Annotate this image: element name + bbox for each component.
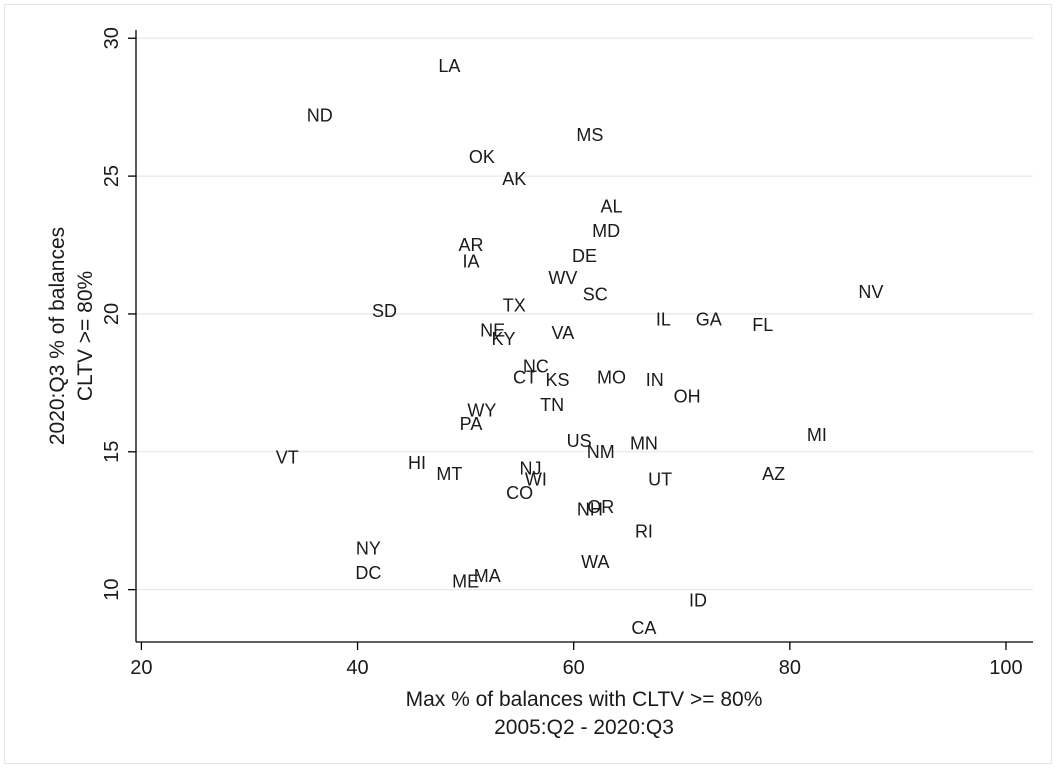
point-sc: SC [583,285,608,305]
x-axis-title-line-2: 2005:Q2 - 2020:Q3 [494,716,674,739]
point-sd: SD [372,301,397,321]
point-mn: MN [630,434,658,454]
point-ak: AK [502,169,526,189]
point-or: OR [587,497,614,517]
point-mi: MI [807,425,827,445]
point-pa: PA [460,414,483,434]
point-wi: WI [525,469,547,489]
point-ms: MS [576,125,603,145]
y-tick-label-25: 25 [101,165,123,187]
point-tn: TN [540,395,564,415]
chart-frame [4,4,1052,764]
y-tick-label-10: 10 [101,578,123,600]
point-hi: HI [408,453,426,473]
point-fl: FL [752,315,773,335]
gridlines [136,37,1033,591]
point-la: LA [438,56,460,76]
point-wy: WY [467,400,496,420]
point-ok: OK [469,147,495,167]
point-az: AZ [762,464,785,484]
x-tick-label-80: 80 [779,657,801,679]
point-ny: NY [356,538,381,558]
point-md: MD [592,221,620,241]
point-dc: DC [355,563,381,583]
x-tick-label-20: 20 [130,657,152,679]
axes [135,30,1033,643]
point-wv: WV [548,268,577,288]
point-nc: NC [523,356,549,376]
point-va: VA [552,323,575,343]
point-ri: RI [635,522,653,542]
x-tick-label-100: 100 [989,657,1022,679]
point-vt: VT [276,447,299,467]
y-axis-title-line-1: 2020:Q3 % of balances [46,227,69,445]
point-tx: TX [503,296,526,316]
point-al: AL [601,196,623,216]
point-me: ME [452,571,479,591]
point-nj: NJ [519,458,541,478]
point-ar: AR [459,235,484,255]
point-mt: MT [436,464,462,484]
point-ma: MA [474,566,501,586]
x-tick-label-40: 40 [346,657,368,679]
point-wa: WA [581,552,609,572]
point-nd: ND [307,105,333,125]
point-id: ID [689,591,707,611]
x-tick-label-60: 60 [563,657,585,679]
point-ca: CA [631,618,656,638]
x-ticks: 20 40 60 80 100 [130,642,1023,679]
point-us: US [567,431,592,451]
point-ct: CT [513,367,537,387]
y-ticks: 10 15 20 25 30 [101,27,136,601]
y-tick-label-20: 20 [101,303,123,325]
point-mo: MO [597,367,626,387]
point-de: DE [572,246,597,266]
point-il: IL [656,309,671,329]
point-co: CO [506,483,533,503]
x-axis-title-line-1: Max % of balances with CLTV >= 80% [406,688,763,711]
y-axis-title-line-2: CLTV >= 80% [74,271,97,401]
point-oh: OH [674,387,701,407]
point-in: IN [646,370,664,390]
point-ky: KY [491,329,515,349]
point-ne: NE [480,320,505,340]
point-ia: IA [463,252,480,272]
y-tick-label-30: 30 [101,27,123,49]
point-ga: GA [696,309,722,329]
point-nh: NH [577,500,603,520]
point-ut: UT [648,469,672,489]
point-nm: NM [587,442,615,462]
point-nv: NV [858,282,883,302]
y-tick-label-15: 15 [101,441,123,463]
point-ks: KS [545,370,569,390]
